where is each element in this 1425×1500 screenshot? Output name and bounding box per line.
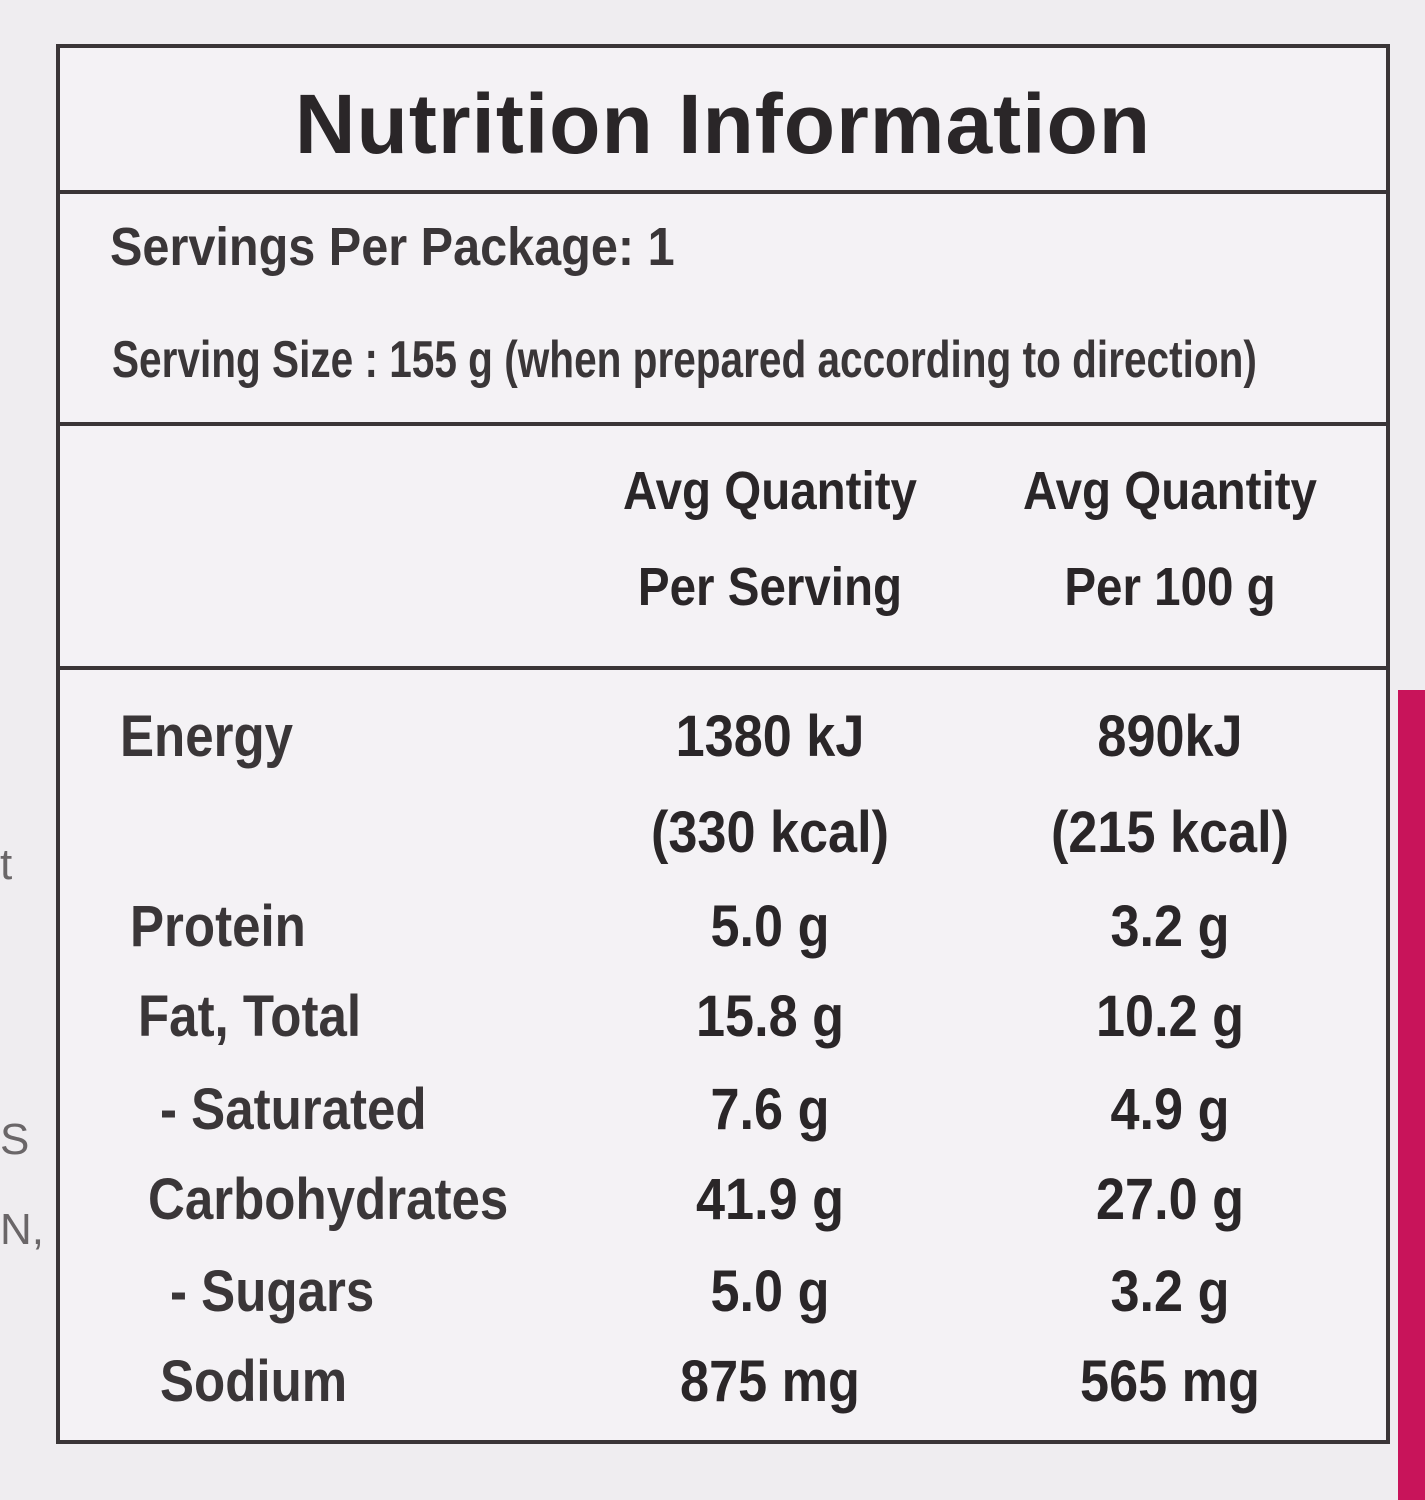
nutrient-value: 890kJ	[1097, 704, 1243, 769]
nutrient-value: 7.6 g	[710, 1077, 830, 1142]
nutrient-label: - Saturated	[160, 1077, 427, 1142]
nutrient-label: Fat, Total	[138, 984, 362, 1049]
nutrient-value: 875 mg	[680, 1349, 860, 1414]
nutrition-panel: Nutrition Information Servings Per Packa…	[56, 44, 1390, 1444]
package-edge	[1398, 690, 1425, 1500]
servings-per-package: Servings Per Package: 1	[110, 217, 675, 277]
divider	[60, 190, 1386, 194]
nutrient-value: 15.8 g	[696, 984, 844, 1049]
column-header: Avg Quantity	[623, 461, 917, 521]
nutrient-label: - Sugars	[170, 1259, 375, 1324]
divider	[60, 422, 1386, 426]
column-header: Per 100 g	[1064, 557, 1276, 617]
divider	[60, 666, 1386, 670]
nutrient-label: Carbohydrates	[148, 1167, 509, 1232]
nutrient-value: 4.9 g	[1110, 1077, 1230, 1142]
nutrient-value: 3.2 g	[1110, 894, 1230, 959]
nutrient-label: Energy	[120, 704, 294, 769]
side-text: S	[0, 1115, 30, 1164]
side-text: N,	[0, 1205, 44, 1254]
column-header: Per Serving	[637, 557, 903, 617]
nutrient-label: Sodium	[160, 1349, 348, 1414]
nutrient-value: 3.2 g	[1110, 1259, 1230, 1324]
side-text: t	[0, 840, 13, 889]
nutrient-value: 27.0 g	[1096, 1167, 1244, 1232]
nutrient-value: 565 mg	[1080, 1349, 1260, 1414]
nutrient-value: (330 kcal)	[651, 800, 889, 865]
nutrient-value: 5.0 g	[710, 894, 830, 959]
nutrient-value: (215 kcal)	[1051, 800, 1289, 865]
nutrient-value: 5.0 g	[710, 1259, 830, 1324]
nutrient-label: Protein	[130, 894, 306, 959]
nutrient-value: 41.9 g	[696, 1167, 844, 1232]
nutrient-value: 1380 kJ	[675, 704, 865, 769]
column-header: Avg Quantity	[1023, 461, 1317, 521]
title: Nutrition Information	[294, 77, 1152, 171]
serving-size: Serving Size : 155 g (when prepared acco…	[112, 331, 1257, 389]
nutrient-value: 10.2 g	[1096, 984, 1244, 1049]
